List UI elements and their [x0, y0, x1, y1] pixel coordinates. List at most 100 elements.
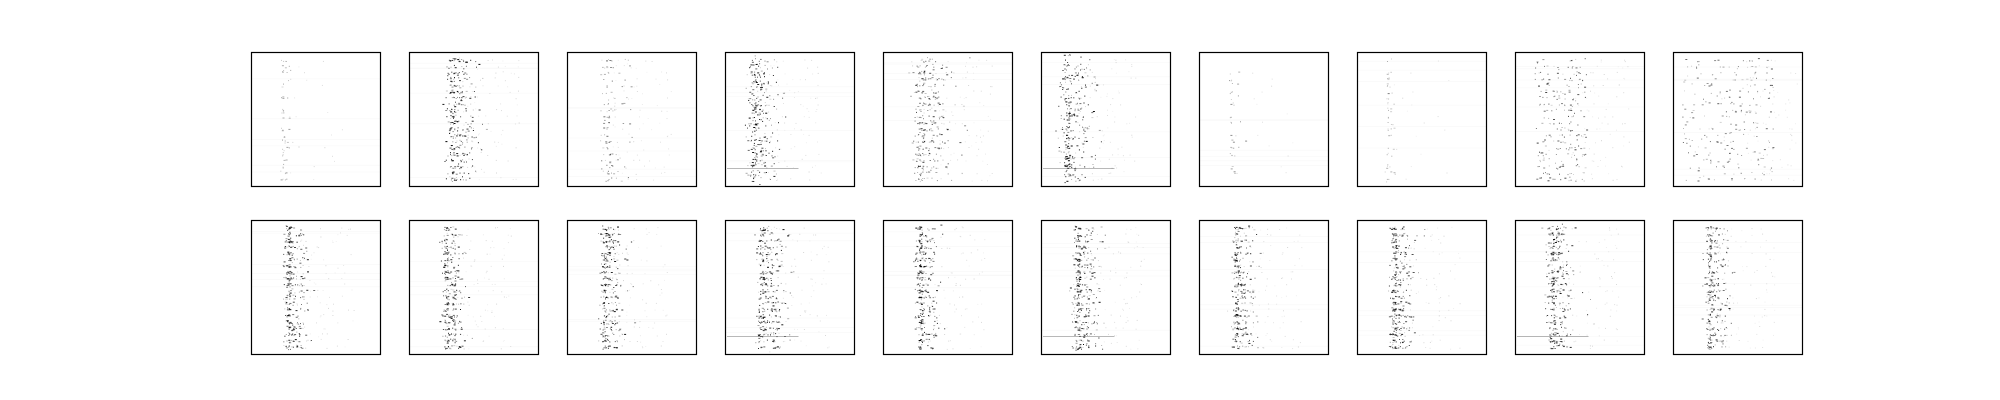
heatmap-cell: [608, 122, 610, 124]
heatmap-cell: [445, 97, 447, 99]
heatmap-cell: [1710, 92, 1712, 94]
heatmap-cell: [603, 271, 605, 273]
heatmap-cell: [783, 103, 784, 104]
heatmap-cell: [442, 335, 444, 337]
heatmap-cell: [608, 122, 610, 124]
heatmap-cell: [930, 128, 932, 130]
heatmap-cell: [1095, 298, 1097, 300]
heatmap-cell: [1114, 165, 1116, 167]
heatmap-cell: [465, 122, 467, 123]
heatmap-cell: [299, 278, 301, 280]
heatmap-cell: [626, 97, 628, 99]
heatmap-cell: [463, 73, 465, 75]
heatmap-cell: [1560, 129, 1562, 131]
heatmap-cell: [457, 246, 460, 248]
heatmap-cell: [1762, 172, 1763, 174]
heatmap-cell: [289, 273, 292, 275]
heatmap-cell: [283, 136, 286, 138]
heatmap-cell: [452, 327, 454, 329]
heatmap-cell: [1102, 142, 1104, 144]
heatmap-cell: [1566, 84, 1568, 86]
heatmap-cell: [651, 61, 653, 62]
heatmap-cell: [451, 86, 454, 88]
heatmap-cell: [753, 81, 755, 82]
heatmap-cell: [917, 172, 919, 173]
heatmap-cell: [1069, 163, 1071, 165]
heatmap-cell: [453, 148, 456, 150]
heatmap-cell: [447, 228, 449, 230]
heatmap-cell: [448, 278, 450, 280]
heatmap-cell: [503, 265, 504, 267]
heatmap-cell: [917, 276, 919, 278]
heatmap-cell: [477, 326, 479, 328]
heatmap-cell: [1060, 86, 1062, 87]
heatmap-cell: [1696, 67, 1698, 69]
heatmap-cell: [790, 271, 793, 273]
heatmap-cell: [1128, 242, 1130, 243]
heatmap-cell: [923, 165, 925, 167]
heatmap-cell: [764, 154, 766, 156]
heatmap-cell: [1770, 84, 1772, 85]
heatmap-cell: [666, 136, 668, 138]
heatmap-cell: [607, 323, 609, 325]
heatmap-cell: [945, 166, 948, 168]
heatmap-cell: [444, 304, 446, 305]
heatmap-cell: [1089, 69, 1091, 71]
heatmap-cell: [447, 262, 448, 264]
heatmap-cell: [762, 314, 764, 316]
heatmap-cell: [775, 315, 777, 317]
heatmap-cell: [290, 252, 292, 254]
heatmap-cell: [780, 148, 782, 150]
heatmap-cell: [1122, 155, 1124, 157]
heatmap-cell: [787, 318, 790, 320]
heatmap-cell: [610, 67, 612, 68]
heatmap-cell: [1125, 303, 1127, 305]
heatmap-cell: [955, 308, 957, 310]
heatmap-cell: [763, 232, 766, 234]
heatmap-cell: [618, 302, 621, 304]
heatmap-cell: [803, 329, 805, 330]
heatmap-cell: [472, 109, 474, 111]
heatmap-cell: [1543, 172, 1544, 174]
heatmap-cell: [752, 117, 755, 119]
heatmap-cell: [1256, 103, 1258, 105]
heatmap-cell: [1741, 155, 1743, 156]
heatmap-cell: [952, 348, 954, 350]
heatmap-cell: [296, 258, 298, 260]
heatmap-cell: [451, 247, 453, 249]
heatmap-cell: [1730, 132, 1732, 134]
heatmap-cell: [457, 109, 459, 111]
heatmap-cell: [760, 322, 762, 324]
heatmap-cell: [1562, 141, 1564, 143]
heatmap-cell: [813, 234, 815, 236]
heatmap-cell: [767, 68, 768, 70]
heatmap-cell: [446, 66, 448, 68]
heatmap-cell: [1084, 95, 1086, 97]
heatmap-cell: [454, 335, 456, 337]
heatmap-cell: [323, 314, 325, 316]
heatmap-cell: [961, 315, 962, 317]
heatmap-cell: [921, 180, 923, 181]
panel-marks: [439, 226, 512, 350]
heatmap-cell: [601, 254, 603, 256]
heatmap-cell: [298, 245, 300, 247]
heatmap-cell: [1564, 93, 1566, 95]
heatmap-cell: [1065, 164, 1068, 166]
heatmap-cell: [930, 169, 932, 171]
heatmap-cell: [1790, 72, 1792, 74]
heatmap-cell: [920, 117, 922, 119]
heatmap-cell: [764, 291, 767, 293]
heatmap-cell: [917, 66, 920, 68]
heatmap-cell: [1548, 149, 1550, 151]
heatmap-cell: [603, 73, 606, 75]
heatmap-cell: [286, 316, 288, 318]
heatmap-cell: [940, 134, 943, 136]
heatmap-cell: [973, 122, 975, 124]
heatmap-cell: [773, 175, 776, 177]
heatmap-cell: [802, 105, 804, 107]
heatmap-cell: [614, 240, 617, 242]
heatmap-cell: [283, 60, 285, 62]
heatmap-cell: [762, 289, 764, 291]
heatmap-cell: [762, 316, 765, 318]
heatmap-cell: [1772, 84, 1773, 86]
